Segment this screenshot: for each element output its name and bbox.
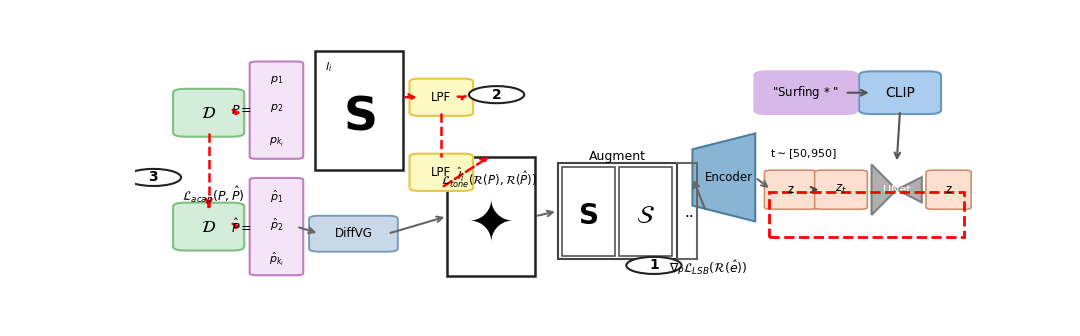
Text: $\mathcal{D}$: $\mathcal{D}$ (201, 218, 216, 236)
Text: Augment: Augment (589, 150, 646, 163)
Text: z: z (787, 183, 794, 196)
Bar (619, 167, 672, 256)
FancyBboxPatch shape (859, 71, 941, 114)
Circle shape (125, 169, 181, 186)
Text: UNet: UNet (882, 185, 910, 195)
Text: $\mathbf{S}$: $\mathbf{S}$ (578, 202, 598, 230)
Text: ..: .. (685, 206, 694, 220)
Text: $p_{k_i}$: $p_{k_i}$ (269, 136, 284, 149)
Polygon shape (872, 165, 896, 215)
Bar (315, 51, 403, 170)
Text: $\mathcal{L}_{acap}(P,\hat{P})$: $\mathcal{L}_{acap}(P,\hat{P})$ (181, 184, 244, 207)
FancyBboxPatch shape (249, 61, 303, 159)
Text: 2: 2 (491, 88, 501, 102)
FancyBboxPatch shape (309, 216, 397, 252)
Text: $\hat{p}_2$: $\hat{p}_2$ (270, 216, 283, 233)
Circle shape (469, 86, 524, 103)
Text: $\mathcal{L}_{tone}(\mathcal{R}(P), \mathcal{R}(\hat{P}))$: $\mathcal{L}_{tone}(\mathcal{R}(P), \mat… (441, 170, 537, 190)
Polygon shape (692, 133, 755, 221)
Text: $\hat{p}_{k_i}$: $\hat{p}_{k_i}$ (269, 250, 284, 268)
Text: $\hat{p}_1$: $\hat{p}_1$ (270, 188, 283, 205)
FancyBboxPatch shape (249, 178, 303, 275)
Text: LPF: LPF (431, 91, 451, 104)
Text: $\hat{P}=$: $\hat{P}=$ (231, 218, 253, 236)
Bar (447, 157, 535, 276)
Text: ✦: ✦ (468, 199, 514, 253)
Text: 1: 1 (649, 258, 659, 272)
Text: $\hat{l}_i$: $\hat{l}_i$ (457, 166, 464, 184)
Text: $l_i$: $l_i$ (325, 60, 333, 74)
Text: Encoder: Encoder (705, 171, 753, 184)
Text: $z_t$: $z_t$ (835, 183, 847, 196)
Text: "Surfing $*$ ": "Surfing $*$ " (772, 84, 839, 101)
FancyBboxPatch shape (409, 79, 473, 116)
Text: DiffVG: DiffVG (335, 227, 373, 240)
FancyBboxPatch shape (173, 203, 244, 251)
FancyBboxPatch shape (173, 89, 244, 137)
Text: $P=$: $P=$ (231, 104, 253, 117)
FancyBboxPatch shape (409, 154, 473, 191)
Circle shape (626, 257, 681, 274)
Text: CLIP: CLIP (886, 86, 915, 100)
Polygon shape (896, 177, 922, 202)
FancyBboxPatch shape (754, 71, 858, 114)
Text: t$\sim$[50,950]: t$\sim$[50,950] (770, 147, 836, 161)
Bar (557, 163, 676, 259)
FancyBboxPatch shape (814, 170, 867, 209)
FancyBboxPatch shape (926, 170, 971, 209)
Bar (769, 192, 964, 237)
Text: $\nabla_P \mathcal{L}_{LSB}(\mathcal{R}(\hat{e}))$: $\nabla_P \mathcal{L}_{LSB}(\mathcal{R}(… (669, 259, 747, 277)
Text: 3: 3 (149, 170, 159, 184)
Text: $p_1$: $p_1$ (270, 74, 283, 86)
Text: $\mathcal{D}$: $\mathcal{D}$ (201, 104, 216, 122)
Text: $\mathcal{S}$: $\mathcal{S}$ (636, 204, 654, 228)
FancyBboxPatch shape (765, 170, 818, 209)
Text: $\mathbf{S}$: $\mathbf{S}$ (342, 95, 375, 140)
Text: z: z (945, 183, 951, 196)
Text: LPF: LPF (431, 166, 451, 179)
Text: $p_2$: $p_2$ (270, 102, 283, 114)
Bar (562, 167, 615, 256)
